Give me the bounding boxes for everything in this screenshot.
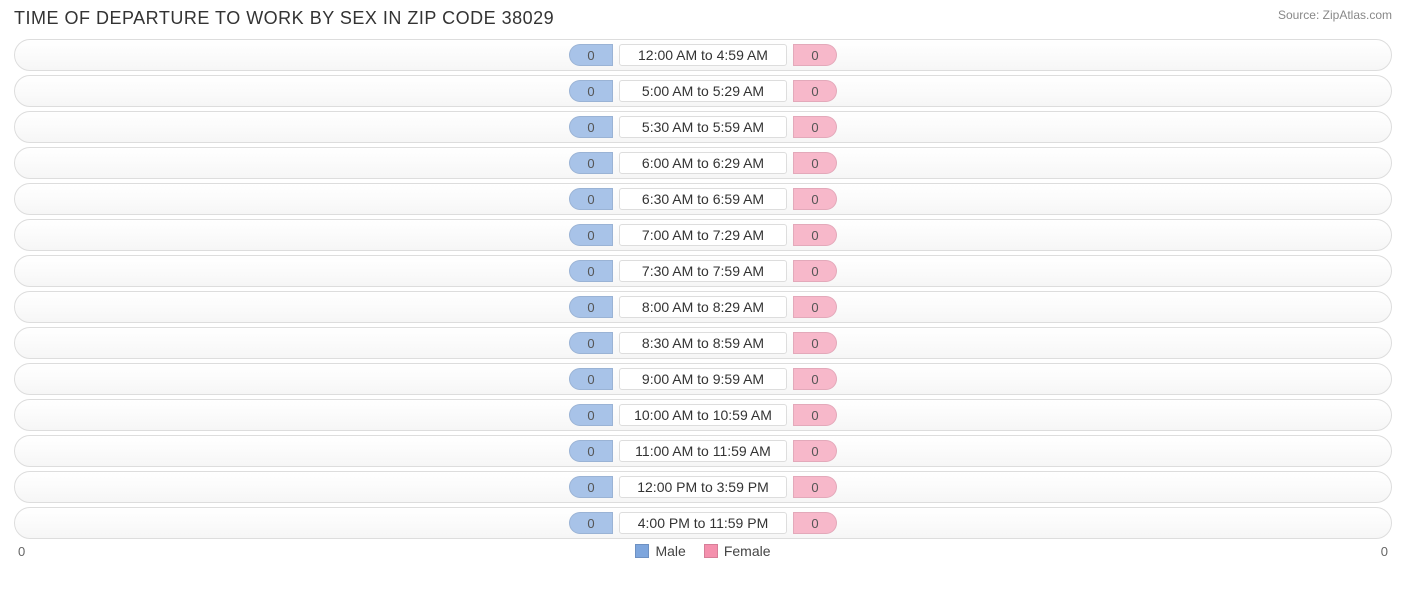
- chart-row: 0 8:00 AM to 8:29 AM 0: [14, 291, 1392, 323]
- legend-swatch: [704, 544, 718, 558]
- female-value-pill: 0: [793, 404, 837, 426]
- male-value-pill: 0: [569, 476, 613, 498]
- chart-row: 0 9:00 AM to 9:59 AM 0: [14, 363, 1392, 395]
- row-center-group: 0 12:00 AM to 4:59 AM 0: [569, 43, 837, 67]
- male-value-pill: 0: [569, 188, 613, 210]
- row-category-label: 8:00 AM to 8:29 AM: [619, 296, 787, 318]
- chart-header: TIME OF DEPARTURE TO WORK BY SEX IN ZIP …: [14, 8, 1392, 29]
- female-value-pill: 0: [793, 224, 837, 246]
- male-value-pill: 0: [569, 404, 613, 426]
- row-category-label: 11:00 AM to 11:59 AM: [619, 440, 787, 462]
- legend-label: Female: [724, 543, 771, 559]
- chart-legend: Male Female: [635, 543, 770, 559]
- row-center-group: 0 10:00 AM to 10:59 AM 0: [569, 403, 837, 427]
- row-category-label: 10:00 AM to 10:59 AM: [619, 404, 787, 426]
- chart-row: 0 5:30 AM to 5:59 AM 0: [14, 111, 1392, 143]
- row-center-group: 0 8:30 AM to 8:59 AM 0: [569, 331, 837, 355]
- row-category-label: 12:00 PM to 3:59 PM: [619, 476, 787, 498]
- chart-row: 0 11:00 AM to 11:59 AM 0: [14, 435, 1392, 467]
- chart-row: 0 5:00 AM to 5:29 AM 0: [14, 75, 1392, 107]
- row-category-label: 6:30 AM to 6:59 AM: [619, 188, 787, 210]
- male-value-pill: 0: [569, 512, 613, 534]
- male-value-pill: 0: [569, 296, 613, 318]
- female-value-pill: 0: [793, 260, 837, 282]
- row-category-label: 12:00 AM to 4:59 AM: [619, 44, 787, 66]
- row-category-label: 7:00 AM to 7:29 AM: [619, 224, 787, 246]
- row-center-group: 0 5:30 AM to 5:59 AM 0: [569, 115, 837, 139]
- male-value-pill: 0: [569, 152, 613, 174]
- row-center-group: 0 7:30 AM to 7:59 AM 0: [569, 259, 837, 283]
- female-value-pill: 0: [793, 116, 837, 138]
- female-value-pill: 0: [793, 44, 837, 66]
- chart-footer: 0 Male Female 0: [14, 543, 1392, 559]
- male-value-pill: 0: [569, 224, 613, 246]
- row-center-group: 0 8:00 AM to 8:29 AM 0: [569, 295, 837, 319]
- chart-row: 0 6:00 AM to 6:29 AM 0: [14, 147, 1392, 179]
- male-value-pill: 0: [569, 332, 613, 354]
- legend-item: Male: [635, 543, 685, 559]
- female-value-pill: 0: [793, 80, 837, 102]
- chart-row: 0 10:00 AM to 10:59 AM 0: [14, 399, 1392, 431]
- chart-source: Source: ZipAtlas.com: [1278, 8, 1392, 22]
- male-value-pill: 0: [569, 440, 613, 462]
- chart-row: 0 6:30 AM to 6:59 AM 0: [14, 183, 1392, 215]
- legend-label: Male: [655, 543, 685, 559]
- row-category-label: 5:00 AM to 5:29 AM: [619, 80, 787, 102]
- female-value-pill: 0: [793, 188, 837, 210]
- female-value-pill: 0: [793, 296, 837, 318]
- chart-title: TIME OF DEPARTURE TO WORK BY SEX IN ZIP …: [14, 8, 554, 29]
- row-category-label: 6:00 AM to 6:29 AM: [619, 152, 787, 174]
- male-value-pill: 0: [569, 260, 613, 282]
- row-center-group: 0 4:00 PM to 11:59 PM 0: [569, 511, 837, 535]
- female-value-pill: 0: [793, 512, 837, 534]
- row-center-group: 0 5:00 AM to 5:29 AM 0: [569, 79, 837, 103]
- male-value-pill: 0: [569, 368, 613, 390]
- row-center-group: 0 12:00 PM to 3:59 PM 0: [569, 475, 837, 499]
- chart-row: 0 4:00 PM to 11:59 PM 0: [14, 507, 1392, 539]
- row-center-group: 0 6:30 AM to 6:59 AM 0: [569, 187, 837, 211]
- row-center-group: 0 7:00 AM to 7:29 AM 0: [569, 223, 837, 247]
- axis-right-value: 0: [1381, 544, 1388, 559]
- row-category-label: 8:30 AM to 8:59 AM: [619, 332, 787, 354]
- row-center-group: 0 9:00 AM to 9:59 AM 0: [569, 367, 837, 391]
- female-value-pill: 0: [793, 476, 837, 498]
- male-value-pill: 0: [569, 80, 613, 102]
- legend-swatch: [635, 544, 649, 558]
- chart-row: 0 7:30 AM to 7:59 AM 0: [14, 255, 1392, 287]
- row-category-label: 9:00 AM to 9:59 AM: [619, 368, 787, 390]
- male-value-pill: 0: [569, 44, 613, 66]
- row-category-label: 4:00 PM to 11:59 PM: [619, 512, 787, 534]
- row-category-label: 5:30 AM to 5:59 AM: [619, 116, 787, 138]
- row-center-group: 0 6:00 AM to 6:29 AM 0: [569, 151, 837, 175]
- chart-row: 0 7:00 AM to 7:29 AM 0: [14, 219, 1392, 251]
- female-value-pill: 0: [793, 440, 837, 462]
- axis-left-value: 0: [18, 544, 25, 559]
- female-value-pill: 0: [793, 368, 837, 390]
- chart-area: 0 12:00 AM to 4:59 AM 0 0 5:00 AM to 5:29 AM…: [14, 39, 1392, 539]
- chart-row: 0 8:30 AM to 8:59 AM 0: [14, 327, 1392, 359]
- female-value-pill: 0: [793, 152, 837, 174]
- female-value-pill: 0: [793, 332, 837, 354]
- chart-row: 0 12:00 PM to 3:59 PM 0: [14, 471, 1392, 503]
- chart-row: 0 12:00 AM to 4:59 AM 0: [14, 39, 1392, 71]
- legend-item: Female: [704, 543, 771, 559]
- male-value-pill: 0: [569, 116, 613, 138]
- row-category-label: 7:30 AM to 7:59 AM: [619, 260, 787, 282]
- row-center-group: 0 11:00 AM to 11:59 AM 0: [569, 439, 837, 463]
